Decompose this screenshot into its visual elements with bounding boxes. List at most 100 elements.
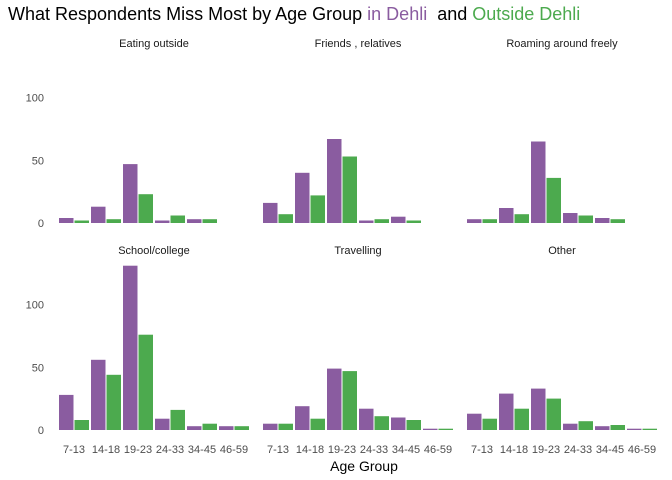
bar-friends-relatives-outside-dehli-7-13	[278, 214, 293, 223]
bar-school-college-outside-dehli-14-18	[106, 374, 121, 430]
x-tick-col3-24-33: 24-33	[564, 444, 592, 456]
panel-strip-roaming-around-freely: Roaming around freely	[506, 38, 618, 50]
bar-travelling-in-dehli-14-18	[295, 406, 310, 430]
bar-travelling-in-dehli-24-33	[359, 408, 374, 430]
bar-friends-relatives-outside-dehli-19-23	[342, 156, 357, 223]
bar-roaming-around-freely-in-dehli-24-33	[563, 213, 578, 223]
bar-travelling-in-dehli-7-13	[263, 423, 278, 430]
bar-school-college-in-dehli-14-18	[91, 359, 106, 430]
bar-roaming-around-freely-outside-dehli-19-23	[546, 177, 561, 223]
bar-friends-relatives-in-dehli-24-33	[359, 220, 374, 223]
bar-other-in-dehli-24-33	[563, 423, 578, 430]
x-tick-col3-34-45: 34-45	[596, 444, 624, 456]
x-tick-col2-7-13: 7-13	[267, 444, 289, 456]
bar-other-in-dehli-46-59	[627, 428, 642, 430]
bar-school-college-in-dehli-19-23	[123, 265, 138, 430]
bar-other-in-dehli-7-13	[467, 413, 482, 430]
bar-roaming-around-freely-outside-dehli-24-33	[578, 215, 593, 223]
x-tick-col1-19-23: 19-23	[124, 444, 152, 456]
bar-friends-relatives-outside-dehli-24-33	[374, 219, 389, 223]
bar-friends-relatives-in-dehli-14-18	[295, 172, 310, 223]
title-series-in-dehli: in Dehli	[367, 4, 428, 24]
bar-travelling-in-dehli-46-59	[423, 428, 438, 430]
bar-eating-outside-in-dehli-19-23	[123, 164, 138, 223]
y-tick-row1-100: 100	[26, 93, 44, 105]
bar-roaming-around-freely-in-dehli-7-13	[467, 219, 482, 223]
bar-travelling-in-dehli-34-45	[391, 417, 406, 430]
bar-travelling-outside-dehli-34-45	[406, 420, 421, 430]
y-tick-row2-50: 50	[32, 362, 44, 374]
bar-roaming-around-freely-in-dehli-19-23	[531, 141, 546, 223]
x-tick-col2-19-23: 19-23	[328, 444, 356, 456]
panel-strip-school-college: School/college	[118, 245, 190, 257]
bar-friends-relatives-outside-dehli-34-45	[406, 220, 421, 223]
bar-school-college-outside-dehli-19-23	[138, 334, 153, 430]
bar-eating-outside-in-dehli-34-45	[187, 219, 202, 223]
bar-other-outside-dehli-34-45	[610, 425, 625, 430]
bar-travelling-outside-dehli-19-23	[342, 371, 357, 430]
x-tick-col2-24-33: 24-33	[360, 444, 388, 456]
bar-eating-outside-outside-dehli-7-13	[74, 220, 89, 223]
bar-travelling-outside-dehli-14-18	[310, 418, 325, 430]
y-tick-row1-0: 0	[38, 218, 44, 230]
x-tick-col1-46-59: 46-59	[220, 444, 248, 456]
title-series-outside-dehli: Outside Dehli	[472, 4, 581, 24]
bar-school-college-outside-dehli-34-45	[202, 423, 217, 430]
bar-other-outside-dehli-46-59	[642, 428, 657, 430]
x-tick-col1-34-45: 34-45	[188, 444, 216, 456]
bar-other-in-dehli-14-18	[499, 393, 514, 430]
title-middle: and	[427, 4, 473, 24]
title-prefix: What Respondents Miss Most by Age Group	[8, 4, 368, 24]
x-tick-col3-19-23: 19-23	[532, 444, 560, 456]
bar-school-college-outside-dehli-46-59	[234, 426, 249, 430]
x-tick-col2-14-18: 14-18	[296, 444, 324, 456]
bar-friends-relatives-in-dehli-7-13	[263, 202, 278, 223]
bar-school-college-outside-dehli-24-33	[170, 409, 185, 430]
bar-travelling-outside-dehli-24-33	[374, 416, 389, 430]
x-tick-col1-14-18: 14-18	[92, 444, 120, 456]
bar-travelling-outside-dehli-7-13	[278, 423, 293, 430]
bar-school-college-outside-dehli-7-13	[74, 420, 89, 430]
x-tick-col3-46-59: 46-59	[628, 444, 656, 456]
panel-strip-eating-outside: Eating outside	[119, 38, 189, 50]
bar-roaming-around-freely-outside-dehli-14-18	[514, 214, 529, 223]
bar-travelling-in-dehli-19-23	[327, 368, 342, 430]
bar-other-outside-dehli-24-33	[578, 421, 593, 430]
bar-roaming-around-freely-in-dehli-14-18	[499, 208, 514, 223]
bar-eating-outside-in-dehli-24-33	[155, 220, 170, 223]
bar-eating-outside-in-dehli-14-18	[91, 206, 106, 223]
x-tick-col2-34-45: 34-45	[392, 444, 420, 456]
x-tick-col1-7-13: 7-13	[63, 444, 85, 456]
bar-roaming-around-freely-in-dehli-34-45	[595, 218, 610, 223]
bar-eating-outside-in-dehli-7-13	[59, 218, 74, 223]
bar-other-in-dehli-19-23	[531, 388, 546, 430]
bar-school-college-in-dehli-24-33	[155, 418, 170, 430]
bar-other-outside-dehli-7-13	[482, 418, 497, 430]
bar-other-in-dehli-34-45	[595, 426, 610, 430]
bar-travelling-outside-dehli-46-59	[438, 428, 453, 430]
y-tick-row1-50: 50	[32, 155, 44, 167]
x-axis-title: Age Group	[330, 458, 398, 474]
bar-roaming-around-freely-outside-dehli-34-45	[610, 219, 625, 223]
panel-strip-friends-relatives: Friends , relatives	[315, 38, 402, 50]
x-tick-col3-7-13: 7-13	[471, 444, 493, 456]
y-tick-row2-0: 0	[38, 425, 44, 437]
bar-friends-relatives-outside-dehli-14-18	[310, 195, 325, 223]
bar-school-college-in-dehli-46-59	[219, 426, 234, 430]
bar-eating-outside-outside-dehli-24-33	[170, 215, 185, 223]
x-tick-col1-24-33: 24-33	[156, 444, 184, 456]
bar-eating-outside-outside-dehli-14-18	[106, 219, 121, 223]
panel-strip-travelling: Travelling	[334, 245, 381, 257]
bar-eating-outside-outside-dehli-19-23	[138, 194, 153, 223]
bar-friends-relatives-in-dehli-34-45	[391, 216, 406, 223]
bar-other-outside-dehli-19-23	[546, 398, 561, 430]
bar-friends-relatives-in-dehli-19-23	[327, 139, 342, 223]
chart-title: What Respondents Miss Most by Age Group …	[8, 4, 580, 25]
bar-other-outside-dehli-14-18	[514, 408, 529, 430]
bar-school-college-in-dehli-7-13	[59, 394, 74, 430]
bar-eating-outside-outside-dehli-34-45	[202, 219, 217, 223]
bar-school-college-in-dehli-34-45	[187, 426, 202, 430]
x-tick-col3-14-18: 14-18	[500, 444, 528, 456]
panel-strip-other: Other	[548, 245, 576, 257]
